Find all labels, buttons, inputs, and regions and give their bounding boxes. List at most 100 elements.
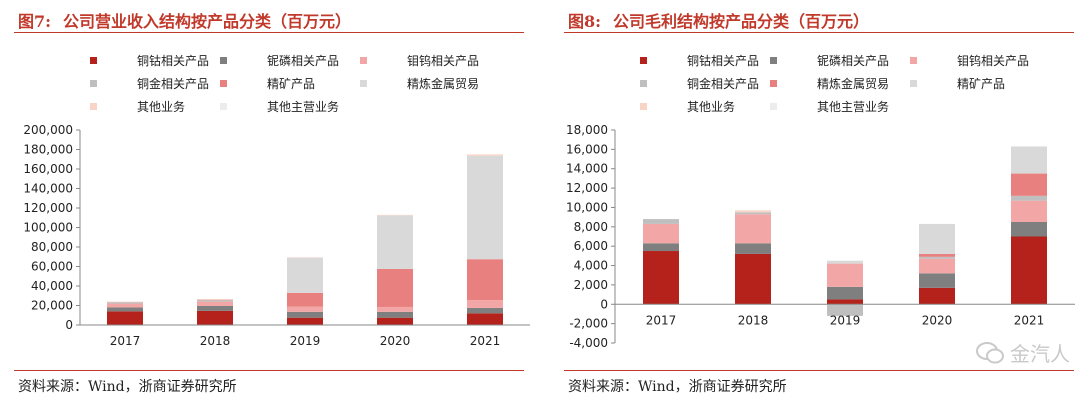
bar-segment [377, 215, 413, 269]
y-tick-label: 100,000 [23, 221, 73, 235]
bar-segment [919, 256, 955, 259]
legend-label: 精炼金属贸易 [407, 77, 480, 91]
y-tick-label: 4,000 [574, 259, 608, 273]
bar-segment [827, 304, 863, 316]
x-tick-label: 2017 [110, 334, 141, 348]
legend-swatch [770, 80, 777, 87]
legend-item: 钼钨相关产品 [360, 52, 479, 69]
bar-segment [643, 223, 679, 244]
bar-segment [827, 260, 863, 264]
legend-item: 其他业务 [90, 98, 185, 115]
legend-item: 其他主营业务 [220, 98, 339, 115]
legend-item: 铜金相关产品 [640, 75, 759, 92]
y-tick-label: 160,000 [23, 162, 73, 176]
bar-segment [1011, 146, 1047, 174]
legend-swatch [770, 103, 777, 110]
bar-segment [735, 212, 771, 215]
bar-segment [107, 303, 143, 308]
y-tick-label: 16,000 [566, 142, 608, 156]
bar-segment [197, 300, 233, 302]
bar-segment [197, 310, 233, 325]
chart-legend: 铜钴相关产品 铌磷相关产品 钼钨相关产品 铜金相关产品 精炼金属贸易 精矿产品 其他业务 其他… [610, 52, 1070, 122]
bar-segment [377, 306, 413, 312]
bar-segment [377, 214, 413, 216]
legend-swatch [90, 57, 97, 64]
y-tick-label: -4,000 [569, 336, 608, 350]
legend-swatch [90, 103, 97, 110]
y-tick-label: 12,000 [566, 181, 608, 195]
bar-segment [287, 306, 323, 312]
bar-segment [107, 301, 143, 303]
bar-segment [107, 307, 143, 312]
x-tick-label: 2017 [646, 313, 677, 327]
bar-segment [107, 311, 143, 325]
y-tick-label: 40,000 [31, 279, 73, 293]
bar-segment [467, 259, 503, 301]
legend-item: 铌磷相关产品 [770, 52, 889, 69]
legend-label: 精矿产品 [267, 77, 316, 91]
legend-item: 铜金相关产品 [90, 75, 209, 92]
y-tick-label: 120,000 [23, 201, 73, 215]
legend-item: 铌磷相关产品 [220, 52, 339, 69]
legend-swatch [640, 103, 647, 110]
y-tick-label: 180,000 [23, 143, 73, 157]
bar-segment [919, 273, 955, 288]
bar-segment [377, 268, 413, 307]
legend-swatch [220, 103, 227, 110]
bar-segment [735, 214, 771, 244]
bar-segment [467, 155, 503, 260]
y-tick-label: 140,000 [23, 182, 73, 196]
bar-segment [919, 258, 955, 274]
legend-item: 铜钴相关产品 [640, 52, 759, 69]
bar-segment [287, 257, 323, 258]
figure-title: 图8: 公司毛利结构按产品分类（百万元） [568, 12, 870, 31]
legend-label: 其他主营业务 [267, 100, 340, 114]
revenue-bar-chart: 0 20,000 40,000 60,000 80,000 100,000 120,000 1… [23, 123, 530, 348]
legend-label: 铌磷相关产品 [267, 54, 340, 68]
legend-label: 其他业务 [687, 100, 736, 114]
y-tick-label: 18,000 [566, 123, 608, 137]
figure-title: 图7: 公司营业收入结构按产品分类（百万元） [18, 12, 352, 31]
footer-rule [564, 370, 1074, 371]
y-tick-label: 20,000 [31, 299, 73, 313]
legend-item: 钼钨相关产品 [910, 52, 1029, 69]
x-tick-label: 2020 [922, 313, 953, 327]
bar-segment [287, 257, 323, 293]
y-tick-label: 8,000 [574, 220, 608, 234]
x-tick-label: 2018 [200, 334, 231, 348]
legend-swatch [640, 80, 647, 87]
legend-swatch [360, 57, 367, 64]
bar-segment [467, 307, 503, 314]
y-tick-label: 80,000 [31, 240, 73, 254]
legend-label: 铜钴相关产品 [687, 54, 760, 68]
legend-label: 铜金相关产品 [137, 77, 210, 91]
y-tick-label: -2,000 [569, 317, 608, 331]
bar-segment [377, 317, 413, 325]
title-rule [14, 32, 524, 33]
x-tick-label: 2021 [470, 334, 501, 348]
bar-segment [287, 292, 323, 307]
bar-segment [197, 301, 233, 306]
title-rule [564, 32, 1074, 33]
bar-segment [643, 251, 679, 305]
y-tick-label: 60,000 [31, 260, 73, 274]
legend-label: 铜金相关产品 [687, 77, 760, 91]
x-tick-label: 2018 [738, 313, 769, 327]
y-tick-label: 0 [65, 318, 73, 332]
bar-segment [1011, 236, 1047, 305]
legend-swatch [910, 80, 917, 87]
bar-segment [107, 302, 143, 304]
legend-item: 铜钴相关产品 [90, 52, 209, 69]
legend-swatch [910, 57, 917, 64]
legend-label: 其他主营业务 [817, 100, 890, 114]
chart-panel-gross-profit: 图8: 公司毛利结构按产品分类（百万元） 铜钴相关产品 铌磷相关产品 钼钨相关产品铜金… [550, 0, 1080, 405]
legend-item: 精矿产品 [910, 75, 1005, 92]
bar-segment [1011, 200, 1047, 222]
bar-segment [1011, 195, 1047, 201]
bar-segment [197, 299, 233, 301]
bar-segment [377, 311, 413, 318]
legend-label: 铌磷相关产品 [817, 54, 890, 68]
legend-label: 钼钨相关产品 [957, 54, 1030, 68]
x-tick-label: 2021 [1014, 313, 1045, 327]
legend-swatch [220, 57, 227, 64]
